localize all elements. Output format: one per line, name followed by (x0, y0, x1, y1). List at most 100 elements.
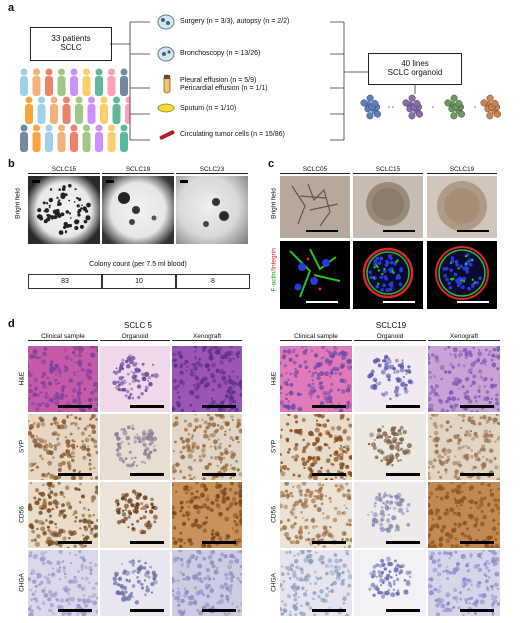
d-row-label: CHGA (270, 573, 278, 592)
sputum-icon (157, 103, 175, 113)
panel-c-label: c (268, 158, 275, 170)
source-sputum: Sputum (n = 1/10) (180, 105, 237, 112)
result-arrow (414, 84, 416, 94)
connector-lines-left (110, 21, 150, 141)
scale-bar (306, 230, 338, 232)
scale-bar (457, 301, 489, 303)
c-col-2: SCLC15 (353, 166, 423, 174)
scale-bar (202, 541, 236, 544)
b-row-label: Bright field (14, 188, 22, 219)
scale-bar (106, 180, 114, 183)
scale-bar (383, 301, 415, 303)
scale-bar (130, 609, 164, 612)
d-histology-image (100, 414, 170, 480)
tube-icon (163, 74, 171, 94)
d-col-header: Xenograft (428, 333, 500, 341)
d-histology-image (172, 414, 242, 480)
b-col-3: SCLC23 (176, 166, 248, 174)
colony-count-title: Colony count (per 7.5 ml blood) (89, 261, 187, 268)
d-row-label: SYP (18, 440, 26, 454)
b-col-2: SCLC19 (102, 166, 174, 174)
d-histology-image (28, 482, 98, 548)
d-histology-image (354, 414, 426, 480)
b-col-1: SCLC15 (28, 166, 100, 174)
scale-bar (58, 541, 92, 544)
c-fluor-sclc19 (427, 241, 497, 309)
b-image-sclc23 (176, 176, 248, 244)
connector-lines-right (330, 21, 370, 141)
tissue-icon (157, 14, 175, 30)
scale-bar (202, 609, 236, 612)
patients-box: 33 patients SCLC (30, 27, 112, 61)
scale-bar (58, 405, 92, 408)
integrin-label: Integrin (270, 248, 278, 270)
d-row-label: CD56 (270, 506, 278, 523)
d-right-title: SCLC19 (375, 321, 407, 330)
d-left-title: SCLC 5 (123, 321, 152, 330)
scale-bar (130, 405, 164, 408)
blood-tube-icon (159, 130, 175, 140)
d-histology-image (28, 346, 98, 412)
scale-bar (58, 609, 92, 612)
tissue-icon (157, 46, 175, 62)
d-histology-image (100, 346, 170, 412)
d-histology-image (100, 482, 170, 548)
colony-count-sclc15: 83 (28, 274, 102, 289)
d-histology-image (428, 414, 500, 480)
d-row-label: CD56 (18, 506, 26, 523)
d-row-label: H&E (270, 371, 278, 386)
b-image-sclc19 (102, 176, 174, 244)
panel-b-label: b (8, 158, 15, 170)
d-histology-image (100, 550, 170, 616)
scale-bar (460, 609, 494, 612)
c-col-1: SCLC05 (280, 166, 350, 174)
scale-bar (202, 473, 236, 476)
d-histology-image (354, 482, 426, 548)
patients-crowd-illustration (20, 68, 130, 152)
source-surgery: Surgery (n = 3/3), autopsy (n = 2/2) (180, 18, 290, 25)
scale-bar (312, 405, 346, 408)
d-histology-image (280, 482, 352, 548)
scale-bar (202, 405, 236, 408)
scale-bar (312, 609, 346, 612)
scale-bar (32, 180, 40, 183)
organoid-lines-count: 40 lines (401, 59, 429, 68)
scale-bar (312, 541, 346, 544)
b-image-sclc15 (28, 176, 100, 244)
d-histology-image (354, 550, 426, 616)
panel-a-label: a (8, 2, 15, 14)
scale-bar (460, 405, 494, 408)
colony-count-sclc19: 10 (102, 274, 176, 289)
d-row-label: SYP (270, 440, 278, 454)
d-histology-image (28, 550, 98, 616)
source-bronchoscopy: Bronchoscopy (n = 13/26) (180, 50, 261, 57)
scale-bar (130, 473, 164, 476)
scale-bar (306, 301, 338, 303)
scale-bar (386, 609, 420, 612)
organoid-lines-box: 40 lines SCLC organoid (368, 53, 462, 85)
patients-count: 33 patients (51, 34, 91, 43)
scale-bar (460, 473, 494, 476)
c-bright-sclc05 (280, 176, 350, 238)
c-bright-sclc19 (427, 176, 497, 238)
scale-bar (386, 473, 420, 476)
panel-d-label: d (8, 318, 15, 330)
organoid-clusters-illustration (360, 94, 501, 120)
scale-bar (312, 473, 346, 476)
d-histology-image (280, 346, 352, 412)
c-fluor-sclc05 (280, 241, 350, 309)
scale-bar (460, 541, 494, 544)
d-histology-image (172, 346, 242, 412)
d-col-header: Organoid (100, 333, 170, 341)
scale-bar (457, 230, 489, 232)
d-row-label: CHGA (18, 573, 26, 592)
scale-bar (386, 541, 420, 544)
d-col-header: Organoid (354, 333, 426, 341)
d-row-label: H&E (18, 371, 26, 386)
scale-bar (383, 230, 415, 232)
d-col-header: Xenograft (172, 333, 242, 341)
c-bright-sclc15 (353, 176, 423, 238)
d-col-header: Clinical sample (280, 333, 352, 341)
d-histology-image (354, 346, 426, 412)
c-row2-label: F-actin/Integrin (271, 248, 278, 291)
